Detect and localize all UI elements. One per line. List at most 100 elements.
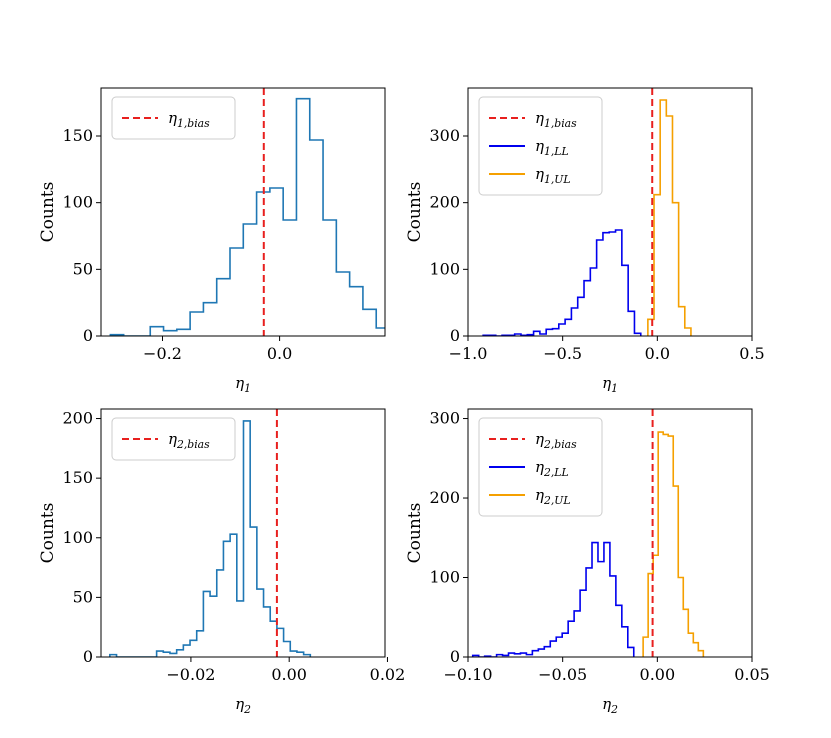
histogram-bar [243, 224, 256, 336]
histogram-bar [609, 232, 615, 336]
axes-frame [467, 408, 753, 658]
x-tick-label: −0.2 [143, 344, 182, 363]
legend-box [111, 417, 236, 461]
histogram-bar [270, 188, 283, 336]
x-tick-label: −0.05 [538, 665, 587, 684]
y-tick-label: 200 [429, 193, 460, 212]
histogram-bar [223, 541, 230, 657]
y-tick-label: 100 [62, 528, 93, 547]
histogram-bar [264, 607, 271, 657]
histogram-bar [660, 100, 666, 336]
plot-area [109, 88, 416, 336]
histogram-bar [643, 637, 648, 657]
histogram-bar [532, 651, 538, 657]
histogram-bar [574, 611, 580, 657]
histogram-bar [250, 527, 257, 657]
y-axis-label: Counts [38, 503, 58, 564]
y-tick-label: 0 [83, 647, 93, 666]
y-tick-label: 50 [73, 259, 93, 278]
histogram-bar [678, 578, 683, 657]
histogram-bar [592, 543, 598, 657]
series-η2,LL [471, 541, 635, 657]
histogram-bar [586, 568, 592, 657]
histogram-bar [556, 637, 562, 657]
series-η1,UL [647, 99, 692, 336]
y-tick-label: 300 [429, 126, 460, 145]
histogram-bar [568, 621, 574, 657]
y-tick-label: 100 [62, 193, 93, 212]
histogram-bar [150, 327, 163, 336]
legend-box [111, 96, 236, 140]
histogram-bar [668, 436, 673, 657]
histogram-bar [217, 279, 230, 336]
legend-label: η1,bias [168, 109, 210, 130]
histogram-bar [610, 576, 616, 657]
x-tick-label: −1.0 [449, 344, 488, 363]
histogram-bar [683, 609, 688, 657]
plot-area [109, 409, 312, 657]
histogram-bar [604, 543, 610, 657]
legend-label: η2,LL [535, 458, 569, 479]
x-tick-label: −0.10 [443, 665, 492, 684]
legend-label: η1,UL [535, 165, 571, 186]
histogram-bar [243, 421, 250, 657]
x-tick-label: 0.05 [734, 665, 770, 684]
x-tick-label: 0.5 [739, 344, 764, 363]
series-η2 [109, 420, 312, 657]
histogram-bar [616, 605, 622, 657]
series-η2,UL [642, 431, 705, 657]
histogram-bar [598, 562, 604, 657]
histogram-bar [203, 591, 210, 657]
histogram-outline [471, 541, 635, 657]
histogram-bar [190, 312, 203, 336]
histogram-bar [363, 309, 376, 336]
histogram-bar [616, 230, 622, 336]
histogram-bar [622, 627, 628, 657]
legend: η2,bias [111, 417, 236, 461]
x-tick-label: 0.00 [640, 665, 676, 684]
histogram-bar [210, 596, 217, 657]
y-tick-label: 50 [73, 587, 93, 606]
x-tick-label: 0.02 [370, 665, 406, 684]
x-axis-label: η2 [235, 695, 251, 716]
chart-bottom-left: −0.02 0.00 0.02 0 50 100 150 200 η2 Counts η2,bias [38, 408, 406, 716]
legend-label: η2,UL [535, 486, 571, 507]
y-tick-label: 0 [83, 326, 93, 345]
histogram-outline [642, 431, 705, 657]
histogram-bar [310, 140, 323, 336]
chart-bottom-right: −0.10 −0.05 0.00 0.05 0 100 200 300 η2 Counts η2,b… [405, 408, 770, 716]
histogram-bar [217, 570, 224, 657]
histogram-bar [628, 311, 634, 336]
histogram-bar [622, 265, 628, 336]
y-tick-label: 0 [450, 326, 460, 345]
histogram-bar [237, 601, 244, 657]
histogram-bar [323, 220, 336, 336]
histogram-bar [190, 640, 197, 657]
histogram-bar [580, 590, 586, 657]
histogram-bar [546, 329, 552, 336]
histogram-bar [685, 328, 691, 336]
y-tick-label: 150 [62, 126, 93, 145]
histogram-bar [565, 319, 571, 336]
histogram-bar [203, 303, 216, 336]
histogram-bar [163, 652, 170, 657]
histogram-bar [571, 308, 577, 336]
histogram-bar [376, 328, 389, 336]
histogram-bar [403, 332, 416, 336]
histogram-bar [183, 645, 190, 657]
histogram-bar [390, 329, 403, 336]
histogram-bar [283, 220, 296, 336]
histogram-bar [603, 233, 609, 336]
y-tick-label: 300 [429, 409, 460, 428]
histogram-bar [336, 272, 349, 336]
histogram-bar [672, 203, 678, 336]
histogram-bar [654, 195, 660, 336]
legend-label: η1,bias [535, 109, 577, 130]
histogram-bar [509, 653, 515, 657]
histogram-bar [520, 653, 526, 657]
histogram-bar [177, 329, 190, 336]
histogram-outline [109, 97, 385, 336]
axes-frame [100, 87, 386, 337]
histogram-bar [597, 240, 603, 336]
